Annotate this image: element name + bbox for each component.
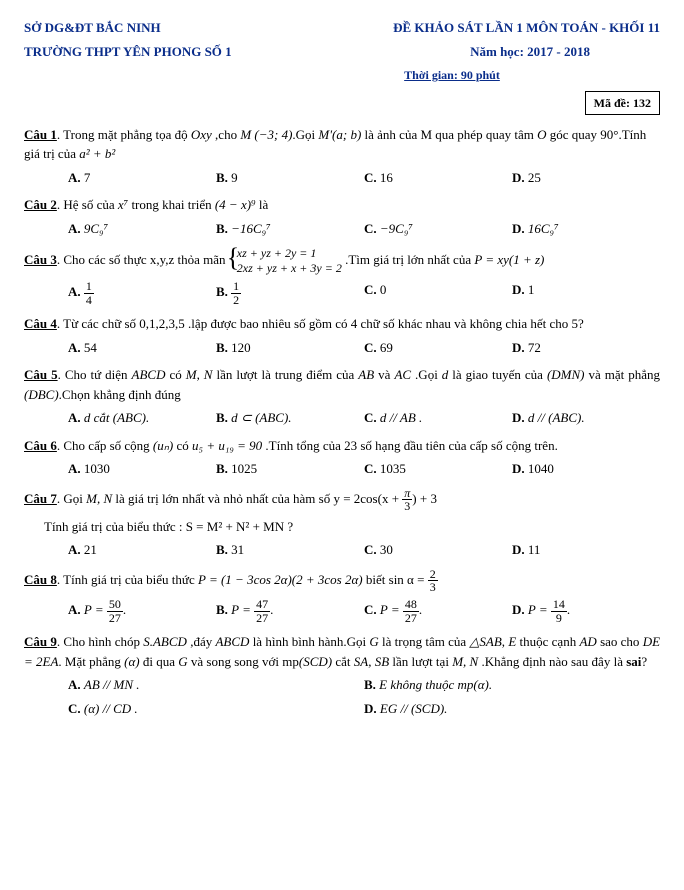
- q5-answers: A. d cắt (ABC). B. d ⊂ (ABC). C. d // AB…: [24, 408, 660, 428]
- exam-code: Mã đề: 132: [585, 91, 660, 115]
- question-5: Câu 5. Cho tứ diện ABCD có M, N lần lượt…: [24, 365, 660, 428]
- q4-answers: A. 54 B. 120 C. 69 D. 72: [24, 338, 660, 358]
- question-8: Câu 8. Tính giá trị của biểu thức P = (1…: [24, 568, 660, 624]
- question-3: Câu 3. Cho các số thực x,y,z thỏa mãn xz…: [24, 246, 660, 306]
- question-2: Câu 2. Hệ số của x⁷ trong khai triển (4 …: [24, 195, 660, 238]
- time-row: Thời gian: 90 phút: [24, 65, 660, 85]
- q1-answers: A. 7 B. 9 C. 16 D. 25: [24, 168, 660, 188]
- exam-title: ĐỀ KHẢO SÁT LẦN 1 MÔN TOÁN - KHỐI 11: [393, 18, 660, 38]
- q1-label: Câu 1: [24, 127, 57, 142]
- duration: Thời gian: 90 phút: [404, 68, 500, 82]
- school: TRƯỜNG THPT YÊN PHONG SỐ 1: [24, 42, 232, 62]
- q8-answers: A. P = 5027. B. P = 4727. C. P = 4827. D…: [24, 598, 660, 624]
- exam-code-row: Mã đề: 132: [24, 91, 660, 115]
- q7-label: Câu 7: [24, 491, 57, 506]
- q9-answers: A. AB // MN . B. E không thuộc mp(α). C.…: [24, 675, 660, 722]
- header-row-1: SỞ DG&ĐT BẮC NINH ĐỀ KHẢO SÁT LẦN 1 MÔN …: [24, 18, 660, 38]
- question-6: Câu 6. Cho cấp số cộng (uₙ) có u₅ + u₁₉ …: [24, 436, 660, 479]
- school-year: Năm học: 2017 - 2018: [470, 42, 660, 62]
- q6-label: Câu 6: [24, 438, 57, 453]
- header-row-2: TRƯỜNG THPT YÊN PHONG SỐ 1 Năm học: 2017…: [24, 42, 660, 62]
- q6-answers: A. 1030 B. 1025 C. 1035 D. 1040: [24, 459, 660, 479]
- q3-answers: A. 14 B. 12 C. 0 D. 1: [24, 280, 660, 306]
- q7-answers: A. 21 B. 31 C. 30 D. 11: [24, 540, 660, 560]
- question-4: Câu 4. Từ các chữ số 0,1,2,3,5 .lập được…: [24, 314, 660, 357]
- q2-label: Câu 2: [24, 197, 57, 212]
- question-9: Câu 9. Cho hình chóp S.ABCD ,đáy ABCD là…: [24, 632, 660, 722]
- q3-system: xz + yz + 2y = 1 2xz + yz + x + 3y = 2: [229, 246, 342, 276]
- q5-label: Câu 5: [24, 367, 58, 382]
- q4-label: Câu 4: [24, 316, 57, 331]
- question-7: Câu 7. Gọi M, N là giá trị lớn nhất và n…: [24, 487, 660, 560]
- question-1: Câu 1. Trong mặt phẳng tọa độ Oxy ,cho M…: [24, 125, 660, 188]
- q9-label: Câu 9: [24, 634, 57, 649]
- q8-label: Câu 8: [24, 572, 57, 587]
- q3-label: Câu 3: [24, 252, 57, 267]
- dept: SỞ DG&ĐT BẮC NINH: [24, 18, 161, 38]
- q2-answers: A. 9C₉⁷ B. −16C₉⁷ C. −9C₉⁷ D. 16C₉⁷: [24, 219, 660, 239]
